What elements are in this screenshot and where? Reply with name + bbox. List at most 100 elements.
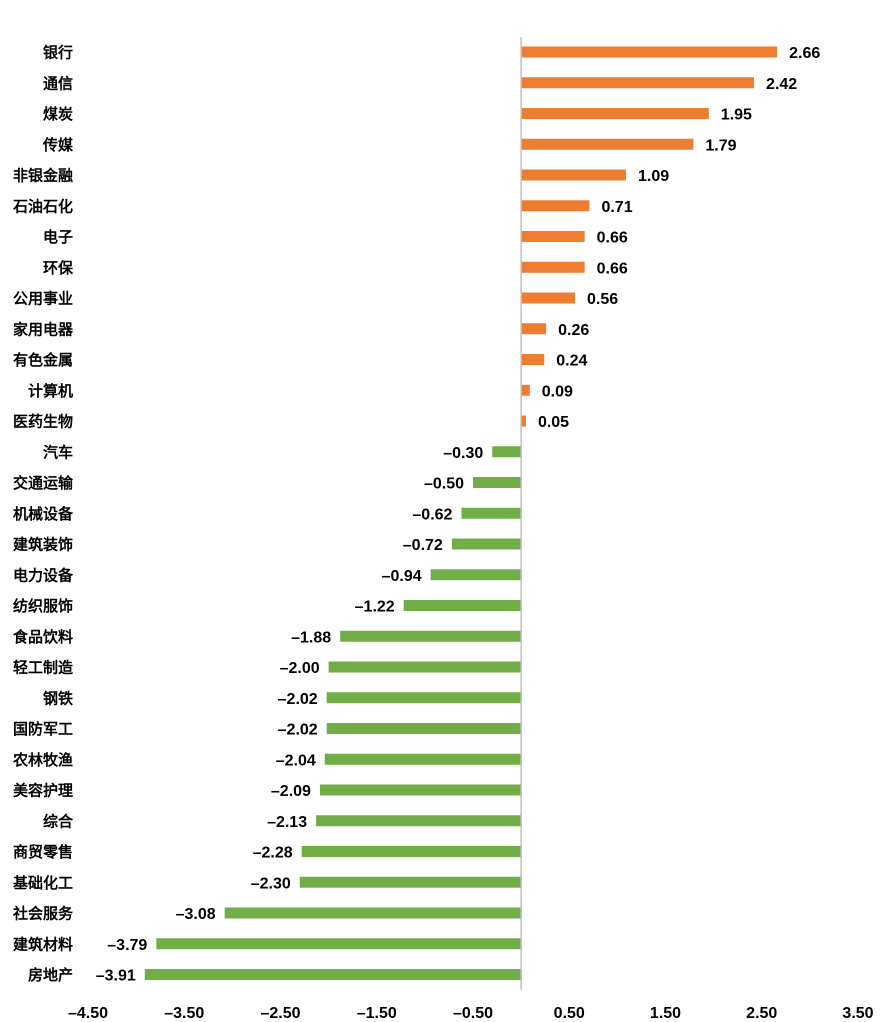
bar-21 bbox=[326, 692, 522, 704]
bar-4 bbox=[521, 169, 627, 181]
bar-5 bbox=[521, 200, 590, 212]
bar-26 bbox=[301, 846, 522, 857]
value-label: 0.05 bbox=[538, 414, 569, 431]
value-label: –2.13 bbox=[267, 814, 307, 831]
bar-1 bbox=[521, 77, 755, 89]
category-label: 建筑材料 bbox=[13, 935, 73, 953]
bar-9 bbox=[521, 323, 547, 335]
bar-13 bbox=[492, 446, 522, 458]
category-label: 煤炭 bbox=[43, 105, 73, 123]
value-label: 1.09 bbox=[638, 168, 669, 185]
bar-19 bbox=[340, 630, 522, 642]
bar-23 bbox=[324, 753, 522, 765]
category-label: 环保 bbox=[43, 259, 74, 277]
value-label: 0.26 bbox=[558, 322, 589, 339]
category-label: 基础化工 bbox=[12, 874, 73, 892]
bar-24 bbox=[319, 784, 522, 796]
value-label: –2.02 bbox=[278, 722, 318, 739]
x-tick-label: –3.50 bbox=[164, 1005, 204, 1022]
bar-11 bbox=[521, 384, 530, 396]
category-label: 纺织服饰 bbox=[13, 597, 73, 615]
category-label: 商贸零售 bbox=[13, 843, 73, 861]
bar-20 bbox=[328, 661, 522, 673]
bar-29 bbox=[156, 938, 522, 950]
bar-10 bbox=[521, 354, 545, 365]
bar-3 bbox=[521, 138, 694, 150]
value-label: –3.08 bbox=[176, 906, 216, 923]
value-label: –2.04 bbox=[276, 752, 316, 769]
category-label: 银行 bbox=[43, 44, 73, 62]
bars-group bbox=[144, 46, 778, 980]
x-tick-label: 0.50 bbox=[554, 1005, 585, 1022]
category-label: 汽车 bbox=[43, 443, 73, 461]
category-labels: 银行通信煤炭传媒非银金融石油石化电子环保公用事业家用电器有色金属计算机医药生物汽… bbox=[12, 44, 74, 985]
category-label: 电力设备 bbox=[13, 566, 74, 584]
category-label: 计算机 bbox=[28, 382, 73, 400]
category-label: 有色金属 bbox=[13, 351, 73, 369]
category-label: 通信 bbox=[43, 74, 73, 92]
category-label: 家用电器 bbox=[13, 320, 74, 338]
bar-0 bbox=[521, 46, 778, 58]
bar-27 bbox=[299, 876, 522, 888]
bar-12 bbox=[521, 415, 526, 427]
value-label: –1.22 bbox=[355, 599, 395, 616]
category-label: 钢铁 bbox=[43, 689, 73, 707]
value-label: –0.30 bbox=[443, 445, 483, 462]
value-label: –2.02 bbox=[278, 691, 318, 708]
x-tick-label: –1.50 bbox=[357, 1005, 397, 1022]
bar-30 bbox=[144, 969, 522, 980]
category-label: 食品饮料 bbox=[13, 628, 73, 646]
category-label: 综合 bbox=[43, 812, 74, 830]
value-label: –3.79 bbox=[107, 937, 147, 954]
category-label: 建筑装饰 bbox=[13, 536, 73, 554]
value-label: –2.28 bbox=[253, 845, 293, 862]
bar-22 bbox=[326, 723, 522, 734]
x-tick-label: –2.50 bbox=[260, 1005, 300, 1022]
value-label: 2.66 bbox=[789, 45, 820, 62]
category-label: 公用事业 bbox=[13, 290, 73, 308]
x-tick-label: 3.50 bbox=[842, 1005, 873, 1022]
bar-8 bbox=[521, 292, 576, 304]
x-tick-label: 2.50 bbox=[746, 1005, 777, 1022]
value-label: –0.62 bbox=[412, 506, 452, 523]
bar-28 bbox=[224, 907, 522, 919]
x-tick-label: –4.50 bbox=[68, 1005, 108, 1022]
category-label: 农林牧渔 bbox=[12, 751, 73, 769]
category-label: 社会服务 bbox=[12, 905, 74, 923]
bar-18 bbox=[403, 600, 522, 611]
x-tick-label: –0.50 bbox=[453, 1005, 493, 1022]
category-label: 机械设备 bbox=[13, 505, 74, 523]
category-label: 美容护理 bbox=[13, 782, 73, 800]
value-label: 0.66 bbox=[597, 260, 628, 277]
value-label: 0.24 bbox=[556, 353, 587, 370]
bar-2 bbox=[521, 108, 709, 119]
category-label: 房地产 bbox=[28, 966, 73, 984]
value-label: 1.95 bbox=[721, 107, 752, 124]
value-label: –0.72 bbox=[403, 537, 443, 554]
value-label: 0.71 bbox=[601, 199, 632, 216]
value-label: 0.66 bbox=[597, 230, 628, 247]
value-label: –1.88 bbox=[291, 629, 331, 646]
value-label: 0.09 bbox=[542, 383, 573, 400]
category-label: 传媒 bbox=[42, 136, 74, 154]
value-label: –3.91 bbox=[96, 968, 136, 985]
category-label: 轻工制造 bbox=[13, 659, 73, 677]
x-tick-label: 1.50 bbox=[650, 1005, 681, 1022]
bar-17 bbox=[430, 569, 522, 581]
category-label: 国防军工 bbox=[13, 720, 73, 738]
value-label: –0.94 bbox=[382, 568, 422, 585]
bar-15 bbox=[461, 507, 522, 519]
bar-7 bbox=[521, 261, 585, 273]
bar-16 bbox=[451, 538, 522, 550]
x-axis-tick-labels: –4.50 –3.50 –2.50 –1.50 –0.50 0.50 1.50 2.50 3.5… bbox=[68, 1005, 874, 1022]
value-labels: 2.66 2.42 1.95 1.79 1.09 0.71 0.66 0.66 0.56 0.26… bbox=[96, 45, 821, 985]
category-label: 电子 bbox=[43, 228, 73, 246]
category-label: 石油石化 bbox=[12, 197, 73, 215]
value-label: –2.00 bbox=[280, 660, 320, 677]
value-label: –2.09 bbox=[271, 783, 311, 800]
value-label: –0.50 bbox=[424, 476, 464, 493]
value-label: –2.30 bbox=[251, 875, 291, 892]
category-label: 非银金融 bbox=[13, 167, 73, 185]
bar-25 bbox=[316, 815, 522, 827]
